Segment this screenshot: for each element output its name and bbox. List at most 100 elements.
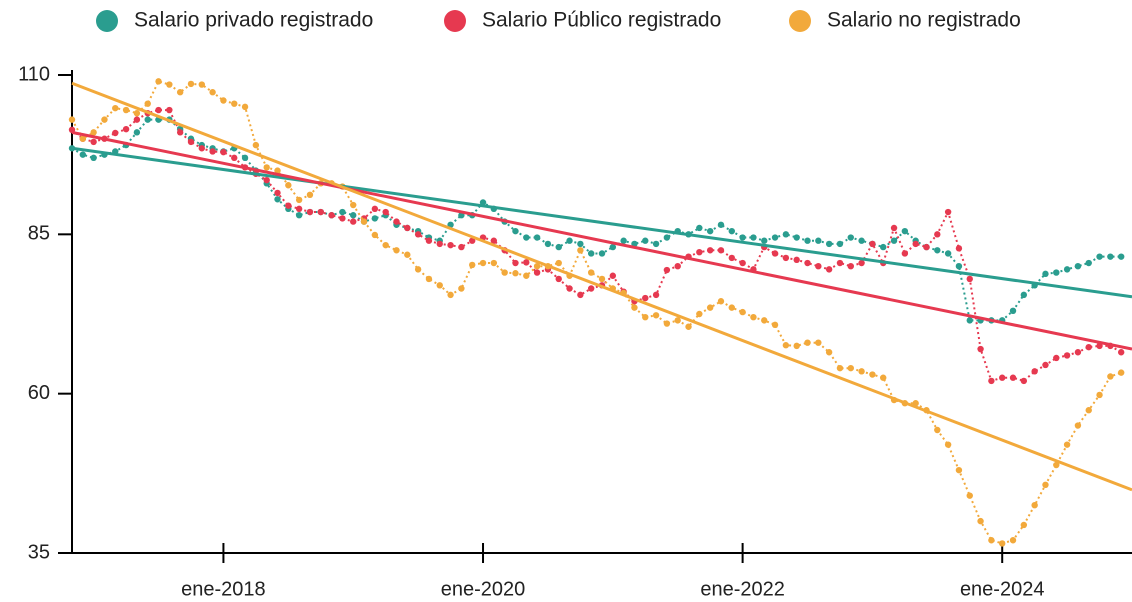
data-point	[836, 240, 844, 248]
data-point	[274, 196, 281, 203]
data-point	[1020, 291, 1028, 299]
data-point	[825, 240, 833, 248]
data-point	[999, 374, 1006, 381]
data-point	[1042, 481, 1049, 489]
data-point	[209, 148, 216, 155]
data-point	[631, 304, 638, 311]
data-point	[447, 241, 454, 249]
data-point	[652, 240, 660, 248]
data-point	[717, 221, 725, 228]
data-point	[1009, 307, 1017, 315]
data-point	[523, 234, 530, 241]
data-point	[176, 129, 184, 136]
data-point	[436, 282, 443, 289]
data-point	[339, 208, 346, 216]
data-point	[869, 371, 876, 378]
data-point	[1020, 377, 1028, 385]
data-point	[295, 205, 303, 213]
data-point	[1042, 361, 1049, 369]
data-point	[577, 291, 584, 299]
data-point	[176, 89, 184, 96]
data-point	[555, 243, 562, 251]
data-point	[101, 116, 108, 123]
data-point	[295, 212, 303, 219]
data-point	[1053, 354, 1060, 362]
data-point	[425, 275, 433, 283]
data-point	[1031, 368, 1038, 375]
data-point	[587, 285, 595, 292]
data-point	[490, 237, 498, 244]
legend-marker	[96, 10, 118, 32]
data-point	[890, 237, 898, 244]
data-point	[1117, 369, 1125, 376]
data-point	[609, 272, 617, 279]
data-point	[469, 237, 476, 244]
data-point	[479, 259, 487, 267]
data-point	[858, 259, 865, 267]
data-point	[750, 313, 757, 321]
data-point	[79, 151, 87, 158]
data-point	[1009, 537, 1017, 544]
data-point	[663, 320, 671, 327]
data-point	[977, 345, 984, 353]
data-point	[955, 466, 963, 474]
data-point	[414, 266, 422, 273]
data-point	[263, 164, 270, 171]
data-point	[890, 224, 898, 232]
data-point	[112, 129, 119, 137]
data-point	[523, 259, 530, 266]
data-point	[771, 321, 779, 329]
data-point	[90, 138, 97, 146]
data-point	[241, 103, 249, 111]
x-tick-label: ene-2024	[960, 578, 1045, 600]
data-point	[999, 540, 1006, 547]
data-point	[793, 342, 800, 350]
data-point	[1117, 349, 1125, 356]
data-point	[490, 259, 498, 267]
data-point	[955, 245, 963, 252]
data-point	[620, 237, 627, 244]
data-point	[1085, 343, 1092, 351]
data-point	[782, 254, 790, 262]
data-point	[771, 250, 779, 257]
data-point	[295, 196, 303, 204]
data-point	[447, 291, 454, 299]
trend-line	[71, 81, 1132, 492]
data-point	[609, 243, 617, 251]
data-point	[404, 251, 411, 258]
data-point	[187, 80, 195, 88]
data-point	[404, 224, 411, 232]
data-point	[231, 154, 238, 162]
data-point	[425, 237, 433, 244]
data-point	[566, 285, 573, 292]
data-point	[350, 218, 357, 225]
data-point	[815, 237, 822, 244]
data-point	[382, 208, 389, 216]
data-point	[241, 154, 249, 162]
data-point	[350, 201, 357, 209]
data-point	[90, 129, 97, 136]
data-point	[339, 215, 346, 222]
data-point	[717, 247, 725, 254]
data-point	[912, 240, 919, 248]
data-point	[393, 247, 400, 254]
data-point	[533, 234, 541, 241]
data-point	[739, 234, 746, 241]
data-point	[166, 81, 173, 88]
data-point	[274, 167, 281, 174]
legend: Salario privado registrado Salario Públic…	[96, 9, 1021, 32]
y-tick-label: 35	[28, 541, 50, 563]
data-point	[771, 234, 779, 241]
data-point	[1020, 521, 1028, 529]
data-point	[306, 208, 314, 216]
data-point	[685, 323, 692, 330]
data-point	[393, 218, 400, 225]
data-point	[1009, 374, 1017, 381]
data-point	[696, 224, 703, 232]
data-point	[533, 263, 541, 270]
data-point	[1031, 502, 1038, 509]
data-point	[1107, 253, 1114, 260]
data-point	[696, 248, 703, 256]
data-point	[652, 312, 660, 319]
data-point	[696, 310, 703, 318]
